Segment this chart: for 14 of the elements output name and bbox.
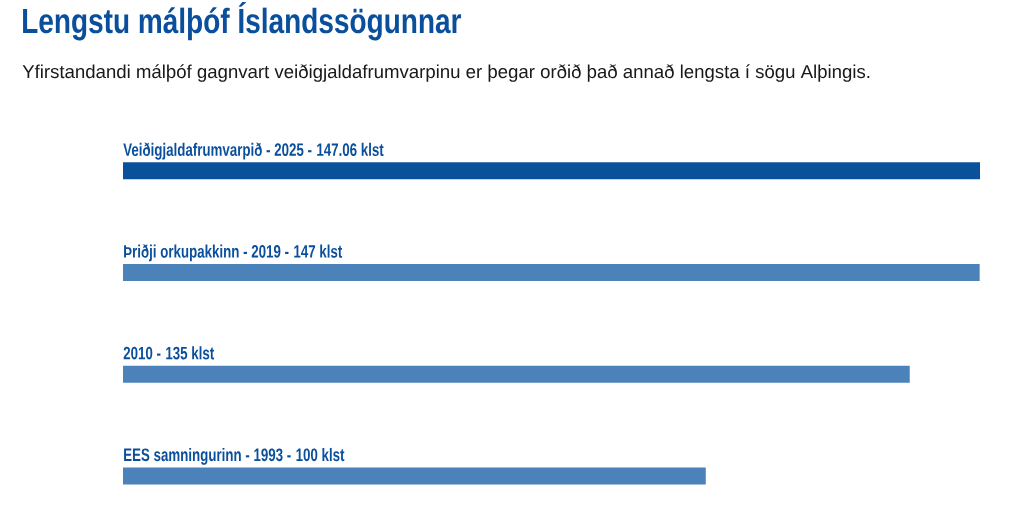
data-label: 147 klst [294,244,343,258]
y-tick-label: Veiðigjaldafrumvarpið - 2025 - [123,142,312,160]
y-tick-label: EES samningurinn - 1993 - [124,447,291,465]
data-label: 147.06 klst [317,142,384,157]
bar [123,162,981,180]
bar [123,365,910,383]
data-label: 135 klst [166,346,215,360]
bar [123,467,706,485]
chart-subtitle: Yfirstandandi málþóf gagnvart veiðigjaldafrumvarpinu er þegar orðið það annað lengsta í sögu Alþingis. [22,64,870,82]
data-label: 100 klst [296,447,345,462]
y-tick-label: 2010 - [123,346,161,360]
bar [123,264,980,282]
chart-title: Lengstu málþóf Íslandssögunnar [23,1,462,41]
y-tick-label: Þriðji orkupakkinn - 2019 - [124,244,289,262]
